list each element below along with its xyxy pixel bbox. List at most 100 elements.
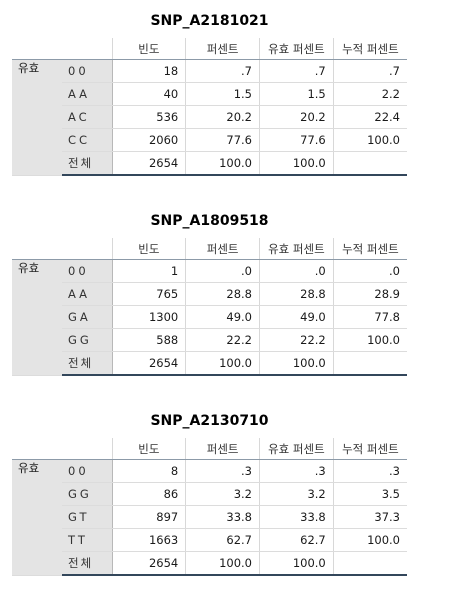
valid-percent-cell: 1.5 [259, 82, 334, 106]
col-header-valid-percent: 유효 퍼센트 [259, 438, 334, 460]
frequency-cell: 18 [111, 59, 186, 83]
frequency-cell: 8 [111, 459, 186, 483]
cumulative-percent-cell: 100.0 [332, 128, 407, 152]
corner-cell [62, 238, 112, 260]
category-cell: AA [62, 282, 112, 306]
frequency-cell: 765 [111, 282, 186, 306]
frequency-table-2: SNP_A1809518 빈도 퍼센트 유효 퍼센트 누적 퍼센트 유효 00 … [12, 200, 407, 376]
frequency-table-1: SNP_A2181021 빈도 퍼센트 유효 퍼센트 누적 퍼센트 유효 00 … [12, 0, 407, 176]
col-header-cumulative-percent: 누적 퍼센트 [332, 438, 407, 460]
corner-cell [12, 438, 62, 460]
table-row: GT 897 33.8 33.8 37.3 [12, 505, 407, 529]
frequency-cell: 536 [111, 105, 186, 129]
table-row: CC 2060 77.6 77.6 100.0 [12, 128, 407, 152]
valid-percent-cell: 20.2 [259, 105, 334, 129]
col-header-valid-percent: 유효 퍼센트 [259, 38, 334, 60]
valid-percent-cell: .7 [259, 59, 334, 83]
category-cell: AC [62, 105, 112, 129]
frequency-grid: 빈도 퍼센트 유효 퍼센트 누적 퍼센트 유효 00 18 .7 .7 .7 A… [12, 38, 407, 176]
category-cell: GG [62, 328, 112, 352]
table-row: 유효 00 18 .7 .7 .7 [12, 59, 407, 176]
frequency-cell: 2060 [111, 128, 186, 152]
col-header-percent: 퍼센트 [185, 38, 260, 60]
table-row: GG 588 22.2 22.2 100.0 [12, 328, 407, 352]
cumulative-percent-cell: 22.4 [332, 105, 407, 129]
group-label-valid: 유효 [12, 459, 62, 576]
percent-cell: 100.0 [185, 551, 260, 576]
cumulative-percent-cell: 100.0 [332, 528, 407, 552]
frequency-cell: 2654 [111, 551, 186, 576]
total-label: 전체 [62, 351, 112, 376]
table-row: TT 1663 62.7 62.7 100.0 [12, 528, 407, 552]
valid-percent-cell: 100.0 [259, 551, 334, 576]
frequency-cell: 40 [111, 82, 186, 106]
cumulative-percent-cell: 3.5 [332, 482, 407, 506]
valid-percent-cell: .0 [259, 259, 334, 283]
valid-percent-cell: .3 [259, 459, 334, 483]
table-row: AA 40 1.5 1.5 2.2 [12, 82, 407, 106]
category-cell: AA [62, 82, 112, 106]
frequency-table-3: SNP_A2130710 빈도 퍼센트 유효 퍼센트 누적 퍼센트 유효 00 … [12, 400, 407, 576]
cumulative-percent-cell: .0 [332, 259, 407, 283]
col-header-cumulative-percent: 누적 퍼센트 [332, 38, 407, 60]
col-header-frequency: 빈도 [111, 438, 186, 460]
percent-cell: 100.0 [185, 151, 260, 176]
percent-cell: 20.2 [185, 105, 260, 129]
percent-cell: 3.2 [185, 482, 260, 506]
cumulative-percent-cell [332, 151, 407, 176]
col-header-frequency: 빈도 [111, 38, 186, 60]
percent-cell: .7 [185, 59, 260, 83]
frequency-cell: 1663 [111, 528, 186, 552]
group-label-valid: 유효 [12, 59, 62, 176]
valid-percent-cell: 22.2 [259, 328, 334, 352]
frequency-cell: 897 [111, 505, 186, 529]
percent-cell: 77.6 [185, 128, 260, 152]
cumulative-percent-cell: 100.0 [332, 328, 407, 352]
percent-cell: 49.0 [185, 305, 260, 329]
category-cell: GT [62, 505, 112, 529]
frequency-cell: 2654 [111, 151, 186, 176]
category-cell: CC [62, 128, 112, 152]
frequency-cell: 1300 [111, 305, 186, 329]
valid-percent-cell: 62.7 [259, 528, 334, 552]
table-row: GG 86 3.2 3.2 3.5 [12, 482, 407, 506]
percent-cell: .0 [185, 259, 260, 283]
corner-cell [62, 438, 112, 460]
cumulative-percent-cell: .3 [332, 459, 407, 483]
percent-cell: 1.5 [185, 82, 260, 106]
category-cell: 00 [62, 459, 112, 483]
category-cell: GA [62, 305, 112, 329]
frequency-grid: 빈도 퍼센트 유효 퍼센트 누적 퍼센트 유효 00 1 .0 .0 .0 AA… [12, 238, 407, 376]
percent-cell: 100.0 [185, 351, 260, 376]
table-row: 유효 00 8 .3 .3 .3 [12, 459, 407, 576]
header-row: 빈도 퍼센트 유효 퍼센트 누적 퍼센트 [12, 438, 407, 460]
valid-percent-cell: 100.0 [259, 351, 334, 376]
percent-cell: 62.7 [185, 528, 260, 552]
frequency-cell: 86 [111, 482, 186, 506]
table-row: AA 765 28.8 28.8 28.9 [12, 282, 407, 306]
total-label: 전체 [62, 151, 112, 176]
cumulative-percent-cell [332, 551, 407, 576]
frequency-cell: 1 [111, 259, 186, 283]
category-cell: GG [62, 482, 112, 506]
percent-cell: 33.8 [185, 505, 260, 529]
valid-percent-cell: 28.8 [259, 282, 334, 306]
category-cell: 00 [62, 59, 112, 83]
table-title: SNP_A1809518 [150, 213, 269, 229]
col-header-percent: 퍼센트 [185, 238, 260, 260]
category-cell: TT [62, 528, 112, 552]
table-row: GA 1300 49.0 49.0 77.8 [12, 305, 407, 329]
total-row: 전체 2654 100.0 100.0 [12, 151, 407, 176]
total-label: 전체 [62, 551, 112, 576]
col-header-cumulative-percent: 누적 퍼센트 [332, 238, 407, 260]
valid-percent-cell: 3.2 [259, 482, 334, 506]
table-title: SNP_A2181021 [150, 13, 269, 29]
corner-cell [62, 38, 112, 60]
col-header-percent: 퍼센트 [185, 438, 260, 460]
corner-cell [12, 238, 62, 260]
frequency-cell: 2654 [111, 351, 186, 376]
frequency-grid: 빈도 퍼센트 유효 퍼센트 누적 퍼센트 유효 00 8 .3 .3 .3 GG… [12, 438, 407, 576]
table-row: AC 536 20.2 20.2 22.4 [12, 105, 407, 129]
cumulative-percent-cell [332, 351, 407, 376]
frequency-cell: 588 [111, 328, 186, 352]
